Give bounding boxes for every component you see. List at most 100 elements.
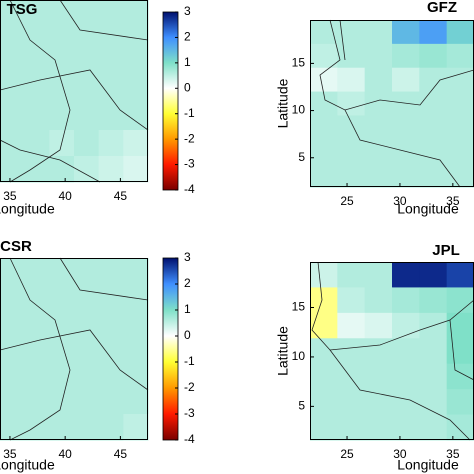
grid-cell: [24, 156, 50, 183]
grid-cell: [392, 115, 420, 140]
grid-cell: [123, 104, 149, 131]
grid-cell: [0, 104, 26, 131]
grid-cell: [446, 20, 474, 45]
grid-cell: [0, 78, 26, 105]
grid-cell: [24, 0, 50, 27]
country-border: [9, 257, 71, 441]
grid-cell: [446, 139, 474, 164]
grid-cell: [49, 104, 75, 131]
x-axis-label: Longitude: [0, 201, 55, 217]
grid-cell: [310, 163, 338, 188]
grid-cell: [74, 414, 100, 441]
grid-cell: [392, 389, 420, 416]
y-tick-label: 15: [292, 56, 306, 70]
colorbar: [162, 11, 179, 191]
grid-cell: [392, 262, 420, 288]
x-axis-label: Longitude: [397, 201, 459, 217]
grid-cell: [446, 363, 474, 390]
x-tick-label: 40: [58, 447, 72, 461]
grid-cell: [98, 156, 124, 183]
colorbar-tick-label: -1: [184, 354, 195, 368]
grid-cell: [123, 130, 149, 157]
grid-cell: [24, 52, 50, 79]
grid-cell: [49, 310, 75, 337]
grid-cell: [74, 130, 100, 157]
grid-cell: [419, 91, 448, 116]
grid-cell: [364, 414, 393, 441]
grid-cell: [446, 43, 474, 69]
x-tick-label: 25: [340, 447, 354, 461]
grid-cell: [74, 0, 100, 27]
grid-cell: [337, 414, 366, 441]
grid-cell: [446, 67, 474, 93]
grid-cell: [74, 284, 100, 311]
grid-cell: [123, 310, 149, 337]
x-tick-label: 35: [446, 447, 460, 461]
grid-cell: [98, 388, 124, 415]
country-border: [339, 19, 346, 61]
grid-cell: [98, 78, 124, 105]
colorbar-tick-label: 0: [184, 328, 191, 342]
x-tick-label: 45: [114, 189, 128, 203]
grid-cell: [446, 287, 474, 314]
grid-cell: [446, 338, 474, 365]
grid-cell: [364, 43, 393, 69]
grid-cell: [392, 312, 420, 339]
grid-cell: [310, 139, 338, 164]
grid-cell: [24, 388, 50, 415]
grid-cell: [74, 388, 100, 415]
grid-cell: [123, 414, 149, 441]
grid-cell: [98, 310, 124, 337]
grid-cell: [0, 156, 26, 183]
grid-cell: [337, 43, 366, 69]
grid-cell: [74, 52, 100, 79]
axes-frame: [0, 0, 148, 182]
grid-cell: [446, 163, 474, 188]
grid-cell: [24, 130, 50, 157]
grid-cell: [49, 414, 75, 441]
grid-cell: [74, 336, 100, 363]
country-border: [449, 319, 474, 381]
grid-cell: [446, 389, 474, 416]
y-tick-label: 15: [292, 300, 306, 314]
y-axis-label: Latitude: [275, 326, 291, 376]
country-border: [311, 261, 474, 351]
x-tick-label: 35: [3, 447, 17, 461]
y-tick-label: 5: [298, 150, 305, 164]
grid-cell: [123, 388, 149, 415]
grid-cell: [0, 52, 26, 79]
grid-cell: [74, 362, 100, 389]
grid-cell: [337, 338, 366, 365]
grid-cell: [364, 262, 393, 288]
grid-cell: [419, 262, 448, 288]
grid-cell: [364, 163, 393, 188]
grid-cell: [98, 0, 124, 27]
grid-cell: [337, 363, 366, 390]
colorbar-tick-label: -3: [184, 406, 195, 420]
grid-cell: [123, 0, 149, 27]
grid-cell: [337, 389, 366, 416]
grid-cell: [49, 156, 75, 183]
grid-cell: [364, 139, 393, 164]
grid-cell: [364, 389, 393, 416]
x-axis-label: Longitude: [397, 457, 459, 473]
country-border: [9, 0, 71, 183]
colorbar-tick-label: 3: [184, 4, 191, 18]
grid-cell: [364, 338, 393, 365]
colorbar-tick-label: 2: [184, 30, 191, 44]
grid-cell: [337, 91, 366, 116]
grid-cell: [446, 91, 474, 116]
grid-cell: [419, 338, 448, 365]
grid-cell: [310, 67, 338, 93]
grid-cell: [392, 20, 420, 45]
grid-cell: [0, 362, 26, 389]
grid-cell: [24, 336, 50, 363]
grid-cell: [392, 163, 420, 188]
grid-cell: [310, 20, 338, 45]
grid-cell: [392, 43, 420, 69]
grid-cell: [337, 287, 366, 314]
country-border: [59, 257, 149, 301]
grid-cell: [74, 104, 100, 131]
grid-cell: [392, 91, 420, 116]
